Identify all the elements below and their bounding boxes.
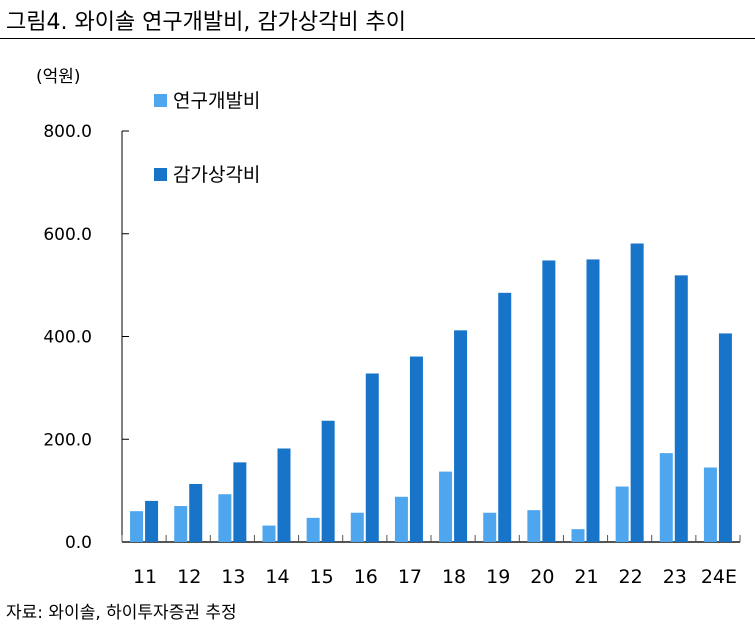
legend-swatch [154,94,167,107]
bar-rnd [350,512,364,542]
bar-rnd [527,510,541,542]
y-tick-label: 200.0 [43,430,92,450]
x-tick-label: 14 [265,566,289,588]
y-tick-label: 400.0 [43,328,92,348]
bar-rnd [703,467,717,542]
bar-rnd [130,511,144,542]
bar-rnd [262,525,276,542]
x-tick-label: 18 [442,566,466,588]
legend-label: 감가상각비 [173,164,260,186]
bar-rnd [394,496,408,542]
bar-depreciation [586,259,600,542]
title-divider [0,38,755,39]
bar-rnd [659,453,673,542]
bar-depreciation [145,500,159,542]
y-tick-label: 800.0 [43,122,92,142]
bar-rnd [439,471,453,542]
x-axis: 11 12 13 14 15 16 17 18 19 20 21 22 23 24E [121,535,741,588]
legend-swatch [154,168,167,181]
x-tick-label: 22 [619,566,643,588]
bars [130,243,732,543]
bar-depreciation [409,356,423,542]
bar-depreciation [674,275,688,542]
bar-depreciation [365,373,379,542]
bar-depreciation [498,292,512,542]
y-tick-label: 600.0 [43,225,92,245]
bar-rnd [571,529,585,542]
bar-rnd [306,517,320,542]
y-axis-unit: (억원) [36,67,81,87]
y-axis: 0.0 200.0 400.0 600.0 800.0 [43,122,129,553]
x-tick-label: 11 [133,566,157,588]
bar-depreciation [454,330,468,542]
x-tick-label: 15 [310,566,334,588]
source-note: 자료: 와이솔, 하이투자증권 추정 [6,603,237,623]
x-tick-label: 21 [574,566,598,588]
figure-title: 그림4. 와이솔 연구개발비, 감가상각비 추이 [6,10,407,35]
bar-rnd [615,486,629,542]
x-tick-label: 24E [701,566,737,588]
bar-rnd [483,512,497,542]
bar-depreciation [321,420,335,542]
x-tick-label: 23 [663,566,687,588]
x-tick-label: 12 [177,566,201,588]
x-tick-label: 16 [354,566,378,588]
bar-depreciation [542,260,556,542]
bar-rnd [174,506,188,542]
bar-rnd [218,494,232,542]
x-tick-label: 13 [221,566,245,588]
bar-depreciation [233,462,247,542]
y-tick-label: 0.0 [65,533,92,553]
x-tick-label: 19 [486,566,510,588]
bar-depreciation [189,483,203,542]
x-tick-label: 17 [398,566,422,588]
legend-label: 연구개발비 [173,90,260,112]
bar-depreciation [718,333,732,542]
bar-depreciation [630,243,644,543]
bar-depreciation [277,448,291,542]
x-tick-label: 20 [530,566,554,588]
